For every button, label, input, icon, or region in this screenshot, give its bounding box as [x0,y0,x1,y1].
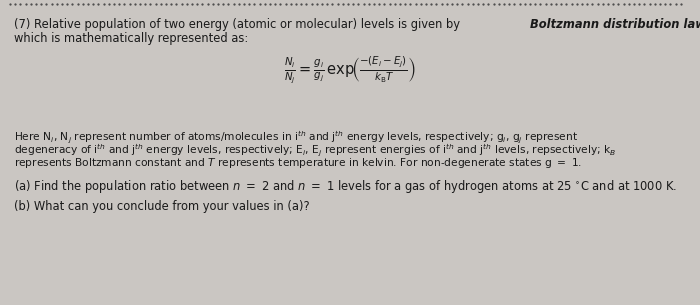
Text: Here N$_i$, N$_j$ represent number of atoms/molecules in i$^{th}$ and j$^{th}$ e: Here N$_i$, N$_j$ represent number of at… [14,130,578,146]
Text: $\frac{N_i}{N_j} = \frac{g_i}{g_j}\,\mathrm{exp}\!\left(\frac{-(E_i - E_j)}{k_{\: $\frac{N_i}{N_j} = \frac{g_i}{g_j}\,\mat… [284,55,416,86]
Text: represents Boltzmann constant and $T$ represents temperature in kelvin. For non-: represents Boltzmann constant and $T$ re… [14,156,582,170]
Text: (b) What can you conclude from your values in (a)?: (b) What can you conclude from your valu… [14,200,309,213]
Text: (7) Relative population of two energy (atomic or molecular) levels is given by: (7) Relative population of two energy (a… [14,18,463,31]
Text: (a) Find the population ratio between $n$ $=$ 2 and $n$ $=$ 1 levels for a gas o: (a) Find the population ratio between $n… [14,178,677,195]
Text: degeneracy of i$^{th}$ and j$^{th}$ energy levels, respectively; E$_i$, E$_j$ re: degeneracy of i$^{th}$ and j$^{th}$ ener… [14,143,617,159]
Text: Boltzmann distribution law: Boltzmann distribution law [530,18,700,31]
Text: which is mathematically represented as:: which is mathematically represented as: [14,32,248,45]
